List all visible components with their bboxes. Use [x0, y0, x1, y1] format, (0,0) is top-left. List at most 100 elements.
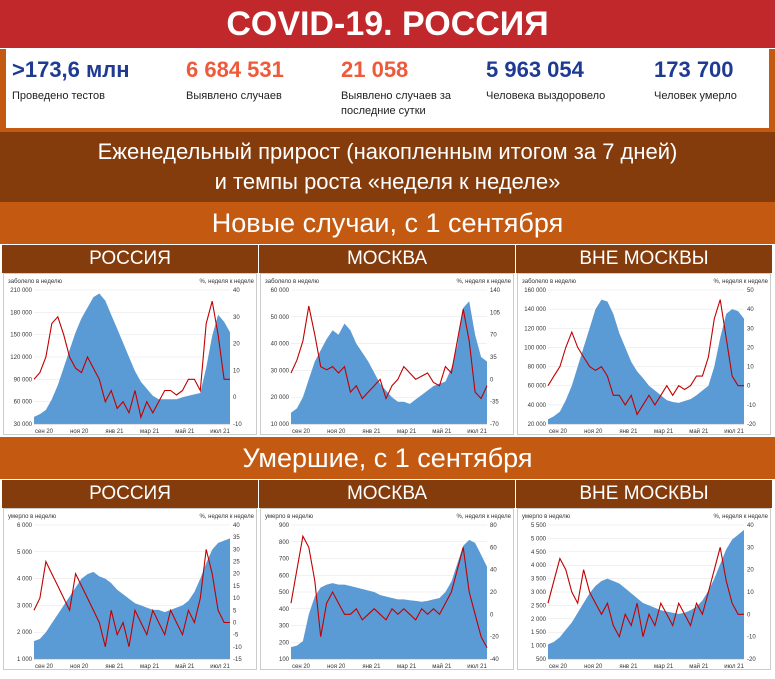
x-tick-label: мар 21 [397, 429, 417, 435]
region-header-outside-deaths: ВНЕ МОСКВЫ [516, 480, 772, 508]
area-series [34, 293, 230, 424]
stat-cases: 6 684 531 Выявлено случаев [186, 57, 284, 104]
x-tick-label: июл 21 [724, 429, 744, 435]
y2-tick-label: 0 [490, 612, 494, 618]
y2-tick-label: -20 [747, 657, 756, 663]
x-tick-label: май 21 [432, 663, 452, 670]
stat-recovered-value: 5 963 054 [486, 57, 584, 82]
y2-axis-label: %, неделя к неделе [713, 279, 768, 285]
y-tick-label: 20 000 [528, 422, 547, 428]
region-header-outside-new: ВНЕ МОСКВЫ [516, 245, 772, 273]
weekly-line-2: и темпы роста «неделя к неделе» [214, 169, 561, 194]
y-tick-label: 300 [279, 624, 290, 630]
y-tick-label: 100 [279, 657, 290, 663]
x-tick-label: июл 21 [210, 664, 230, 670]
chart-svg: 60 000 50 000 40 000 30 000 20 000 10 000 140 1… [265, 279, 512, 435]
y2-tick-label: 35 [233, 535, 240, 541]
y-tick-label: 3 000 [17, 603, 33, 609]
area-series [34, 538, 230, 659]
y2-tick-label: 105 [490, 310, 501, 316]
y-tick-label: 60 000 [14, 400, 33, 406]
x-tick-label: июл 21 [724, 664, 744, 670]
y2-tick-label: -35 [490, 400, 499, 406]
y2-tick-label: 40 [233, 523, 240, 529]
y-tick-label: 4 000 [17, 577, 33, 583]
area-series [291, 301, 487, 424]
y-axis-label: умерло в неделю [8, 514, 57, 520]
y2-tick-label: 0 [747, 384, 751, 390]
y-axis-label: умерло в неделю [522, 514, 571, 520]
y-tick-label: 120 000 [10, 355, 32, 361]
y2-tick-label: -20 [747, 422, 756, 428]
y2-tick-label: -15 [233, 657, 242, 663]
x-tick-label: янв 21 [105, 664, 124, 670]
y-tick-label: 700 [279, 557, 290, 563]
y-tick-label: 4 000 [531, 563, 547, 569]
chart-svg: 900800700600500400300200100806040200-20-… [265, 514, 512, 670]
y-tick-label: 1 000 [17, 657, 33, 663]
stat-daily: 21 058 Выявлено случаев за последние сут… [341, 57, 461, 119]
y2-axis-label: %, неделя к неделе [713, 514, 768, 520]
weekly-line-1: Еженедельный прирост (накопленным итогом… [97, 139, 678, 164]
x-tick-label: ноя 20 [584, 664, 603, 670]
y-tick-label: 600 [279, 573, 290, 579]
growth-line-series [547, 299, 744, 416]
x-tick-label: янв 21 [362, 664, 381, 670]
area-series [548, 299, 744, 424]
page-title: COVID-19. РОССИЯ [0, 0, 775, 48]
stat-recovered: 5 963 054 Человека выздоровело [486, 57, 605, 104]
y2-tick-label: 20 [490, 590, 497, 596]
y2-tick-label: -10 [747, 403, 756, 409]
y2-tick-label: 0 [233, 620, 237, 626]
y-tick-label: 80 000 [528, 365, 547, 371]
y2-tick-label: 10 [233, 368, 240, 374]
y-tick-label: 2 000 [17, 630, 33, 636]
y2-tick-label: 0 [233, 395, 237, 401]
y2-tick-label: 35 [490, 355, 497, 361]
y-tick-label: 6 000 [17, 523, 33, 529]
y-tick-label: 120 000 [524, 326, 546, 332]
x-tick-label: сен 20 [35, 429, 54, 435]
stat-tests: >173,6 млн Проведено тестов [12, 57, 130, 104]
y-tick-label: 40 000 [528, 403, 547, 409]
x-tick-label: ноя 20 [70, 429, 89, 435]
chart-new-moscow: 60 000 50 000 40 000 30 000 20 000 10 000 140 1… [260, 273, 514, 435]
y-tick-label: 3 500 [531, 577, 547, 583]
y2-tick-label: 140 [490, 288, 501, 294]
stat-tests-value: >173,6 млн [12, 57, 130, 82]
y-tick-label: 60 000 [528, 384, 547, 390]
x-tick-label: сен 20 [292, 429, 311, 435]
x-tick-label: ноя 20 [70, 664, 89, 670]
y2-axis-label: %, неделя к неделе [199, 279, 254, 285]
y-tick-label: 140 000 [524, 307, 546, 313]
y-tick-label: 1 000 [531, 644, 547, 650]
area-series [548, 529, 744, 659]
x-tick-label: янв 21 [619, 664, 638, 670]
section-new-cases: Новые случаи, с 1 сентября [0, 202, 775, 244]
y2-tick-label: 0 [490, 377, 494, 383]
stat-cases-value: 6 684 531 [186, 57, 284, 82]
y2-tick-label: 10 [747, 365, 754, 371]
x-tick-label: мар 21 [654, 664, 674, 670]
y-tick-label: 1 500 [531, 630, 547, 636]
x-tick-label: ноя 20 [584, 429, 603, 435]
x-tick-label: мар 21 [397, 664, 417, 670]
y2-tick-label: 40 [490, 568, 497, 574]
y2-tick-label: 20 [747, 568, 754, 574]
y2-tick-label: 15 [233, 584, 240, 590]
area-series [291, 539, 487, 659]
y-tick-label: 20 000 [271, 395, 290, 401]
y-tick-label: 100 000 [524, 345, 546, 351]
x-tick-label: май 21 [689, 663, 709, 670]
x-tick-label: сен 20 [549, 429, 568, 435]
y-tick-label: 500 [279, 590, 290, 596]
stats-bar: >173,6 млн Проведено тестов 6 684 531 Вы… [0, 49, 775, 132]
region-header-russia-deaths: РОССИЯ [2, 480, 258, 508]
y-tick-label: 40 000 [271, 342, 290, 348]
y-tick-label: 50 000 [271, 315, 290, 321]
region-header-russia-new: РОССИЯ [2, 245, 258, 273]
y2-tick-label: 30 [747, 545, 754, 551]
y-tick-label: 5 000 [531, 536, 547, 542]
y2-tick-label: 0 [747, 612, 751, 618]
y-tick-label: 5 000 [17, 550, 33, 556]
